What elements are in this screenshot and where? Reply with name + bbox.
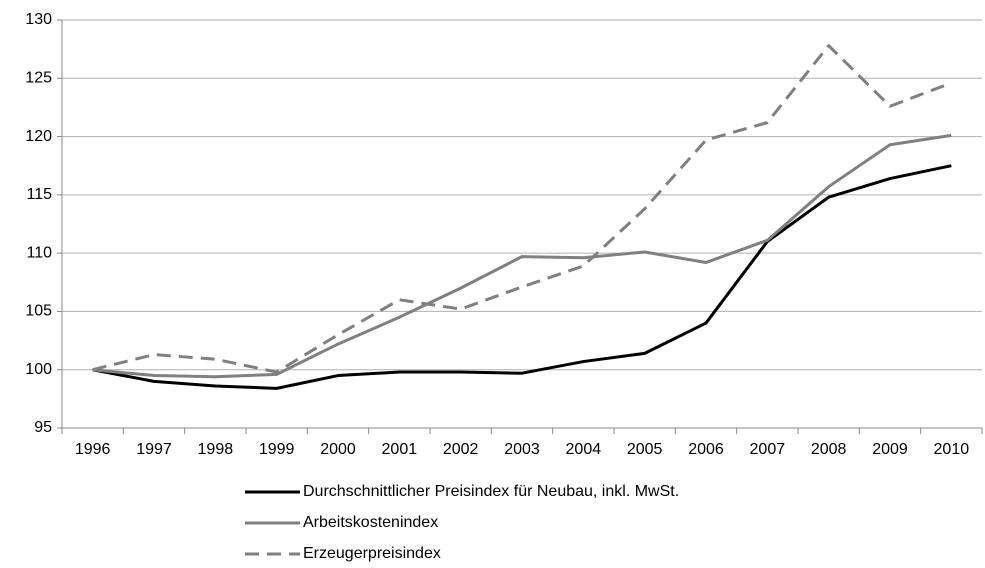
y-tick-label: 100 xyxy=(25,361,52,378)
x-tick-label: 2002 xyxy=(443,441,479,458)
x-tick-label: 2009 xyxy=(872,441,908,458)
x-tick-label: 2005 xyxy=(627,441,663,458)
legend-label: Durchschnittlicher Preisindex für Neubau… xyxy=(303,483,679,500)
series-line xyxy=(92,44,952,374)
legend-label: Erzeugerpreisindex xyxy=(303,545,441,562)
y-tick-label: 110 xyxy=(26,244,52,261)
x-tick-label: 2008 xyxy=(811,441,847,458)
y-tick-label: 105 xyxy=(25,303,52,320)
y-tick-label: 125 xyxy=(25,70,52,87)
x-tick-label: 2003 xyxy=(504,441,540,458)
y-tick-label: 130 xyxy=(25,11,52,28)
x-tick-label: 2004 xyxy=(566,441,602,458)
x-tick-label: 1997 xyxy=(136,441,172,458)
legend-label: Arbeitskostenindex xyxy=(303,514,438,531)
y-tick-label: 95 xyxy=(34,419,52,436)
x-tick-label: 2006 xyxy=(688,441,724,458)
x-tick-label: 2001 xyxy=(382,441,418,458)
series-line xyxy=(92,164,952,390)
x-tick-label: 2007 xyxy=(750,441,786,458)
x-tick-label: 2010 xyxy=(934,441,970,458)
x-tick-label: 1996 xyxy=(75,441,111,458)
series-line xyxy=(92,133,952,379)
x-tick-label: 1999 xyxy=(259,441,295,458)
x-tick-label: 2000 xyxy=(320,441,356,458)
y-tick-label: 120 xyxy=(25,128,52,145)
x-tick-label: 1998 xyxy=(198,441,234,458)
y-tick-label: 115 xyxy=(26,186,52,203)
